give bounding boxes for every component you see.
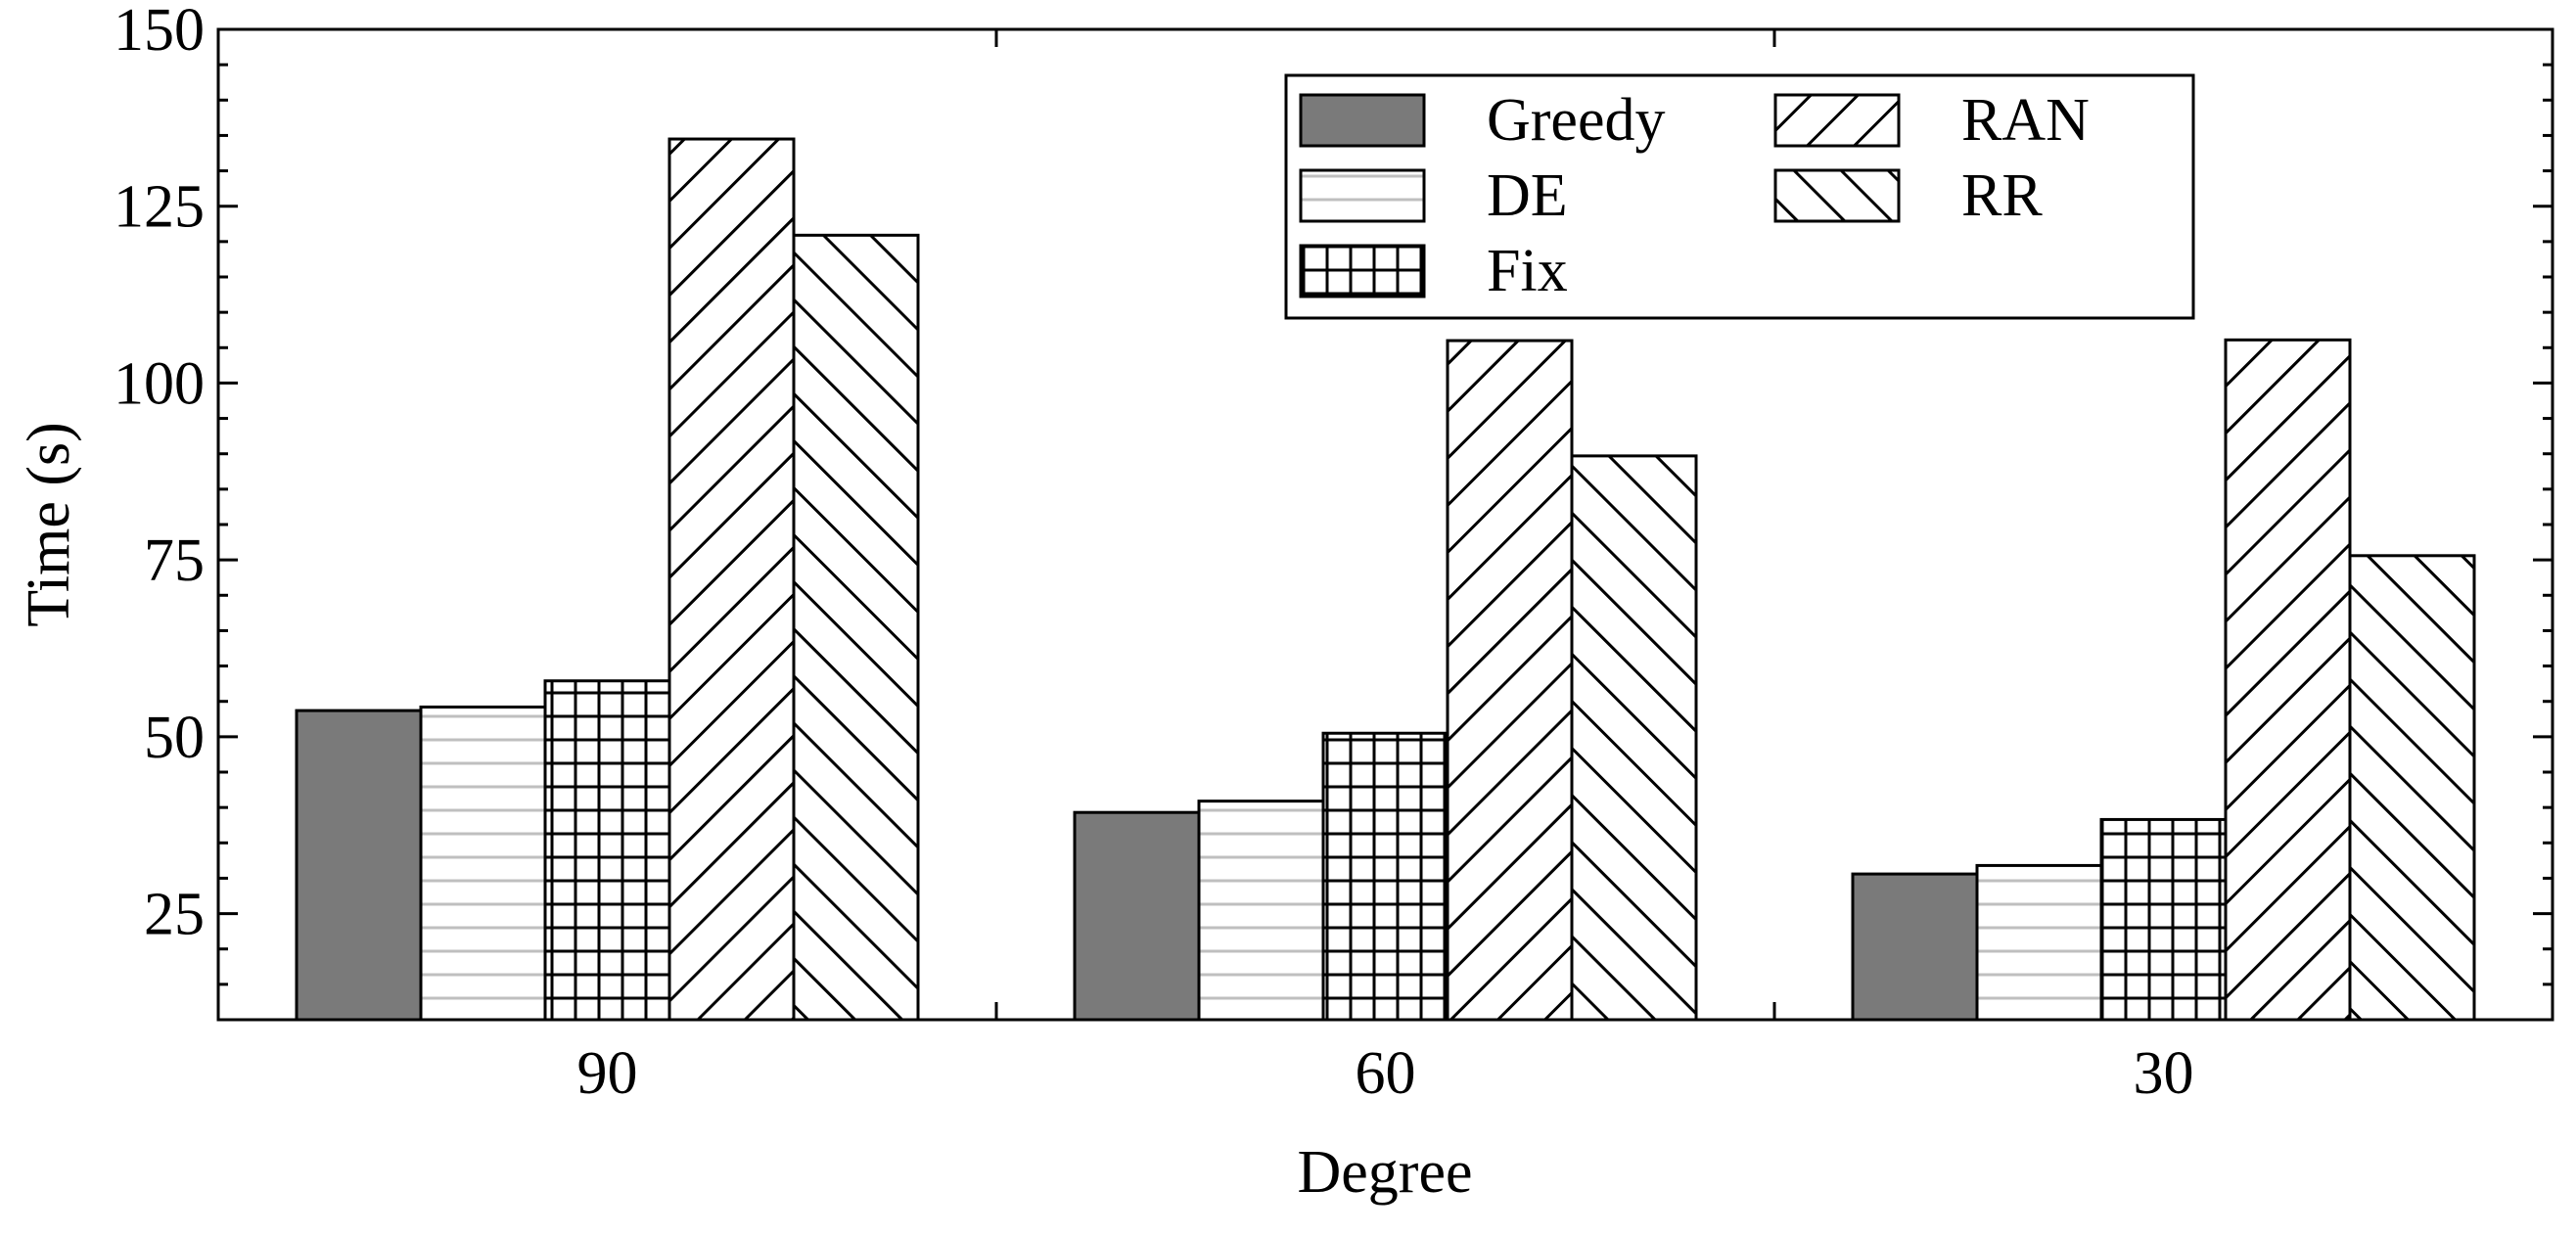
x-tick-label: 60 (1356, 1040, 1416, 1107)
bar-greedy-90 (295, 709, 423, 1022)
bar-de-30 (1975, 863, 2103, 1022)
y-tick-label: 50 (144, 705, 205, 771)
legend-swatch-ran (1773, 93, 1901, 148)
y-tick-label: 100 (114, 350, 205, 417)
bars-layer (295, 137, 2476, 1022)
x-axis-title: Degree (1298, 1139, 1473, 1206)
bar-greedy-60 (1073, 810, 1201, 1022)
legend-swatch-fix (1299, 244, 1426, 298)
bar-ran-90 (667, 137, 796, 1022)
y-tick-label: 150 (114, 0, 205, 64)
legend-label-fix: Fix (1487, 238, 1568, 304)
y-tick-label: 125 (114, 174, 205, 241)
y-tick-label: 75 (144, 527, 205, 594)
legend: Greedy DE Fix RAN RR (1284, 73, 2195, 320)
ticks-layer (218, 27, 2553, 1022)
legend-label-de: DE (1487, 162, 1568, 229)
legend-swatch-de (1299, 168, 1426, 223)
bar-ran-30 (2224, 338, 2352, 1022)
bar-de-60 (1197, 800, 1325, 1022)
bar-rr-60 (1570, 454, 1698, 1022)
legend-label-rr: RR (1961, 162, 2043, 229)
bar-greedy-30 (1851, 872, 1979, 1022)
bar-rr-30 (2348, 554, 2476, 1022)
bar-fix-30 (2099, 817, 2228, 1022)
bar-ran-60 (1446, 339, 1574, 1022)
bar-fix-60 (1321, 731, 1449, 1022)
legend-label-greedy: Greedy (1487, 87, 1665, 154)
legend-label-ran: RAN (1961, 87, 2090, 154)
legend-box (1284, 73, 2195, 320)
x-tick-label: 90 (577, 1040, 638, 1107)
bar-fix-90 (543, 679, 671, 1022)
legend-swatch-rr (1773, 168, 1901, 223)
legend-swatch-greedy (1299, 93, 1426, 148)
bar-rr-90 (792, 233, 920, 1022)
y-axis-title: Time (s) (16, 422, 82, 627)
bar-de-90 (419, 705, 547, 1022)
plot-frame (216, 27, 2554, 1022)
tick-labels-layer: 90 60 30 25 50 75 100 125 150 (114, 0, 2194, 1107)
y-tick-label: 25 (144, 882, 205, 948)
x-tick-label: 30 (2134, 1040, 2194, 1107)
